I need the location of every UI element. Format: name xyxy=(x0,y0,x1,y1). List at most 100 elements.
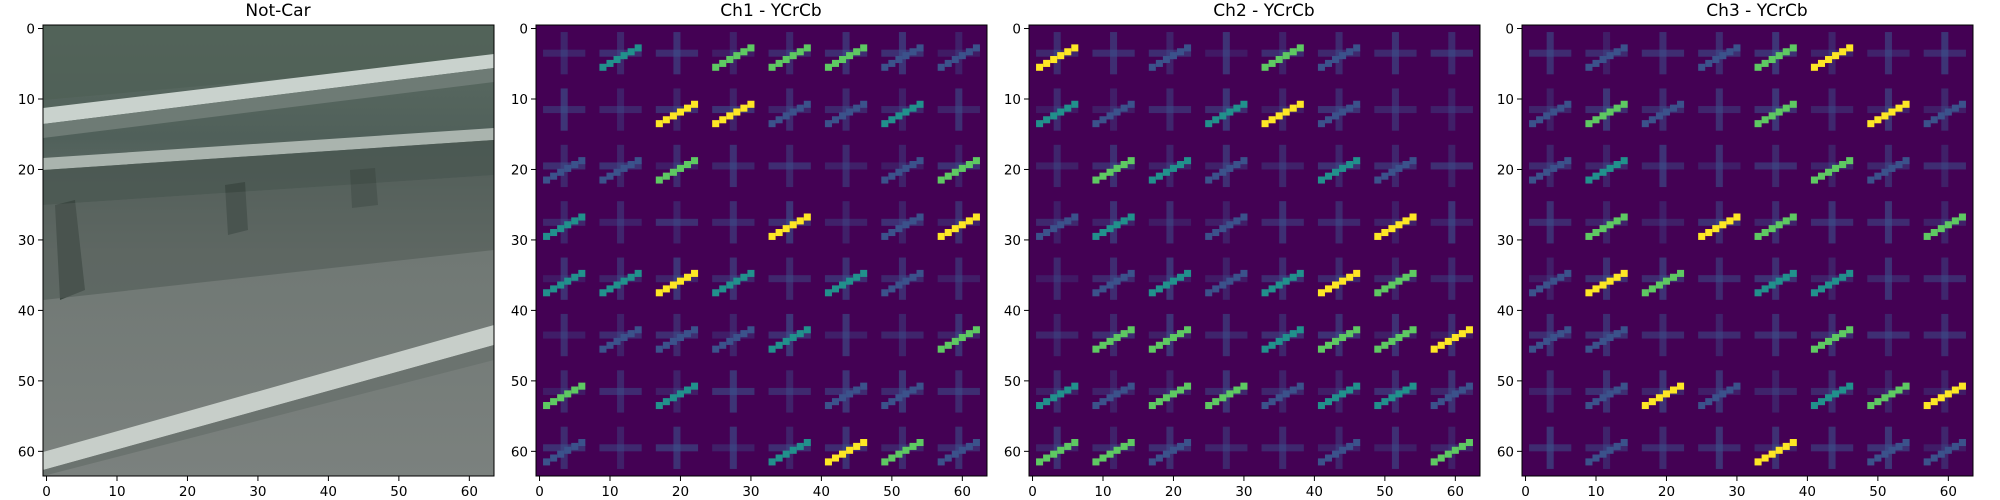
hog-cell-mark xyxy=(1430,106,1473,114)
hog-cell-mark xyxy=(1677,100,1685,108)
hog-cell-mark xyxy=(1324,285,1333,293)
hog-cell-mark xyxy=(1698,63,1706,71)
hog-cell-mark xyxy=(1839,386,1847,394)
hog-cell-mark xyxy=(1754,458,1762,466)
hog-cell-mark xyxy=(881,120,889,128)
hog-cell-mark xyxy=(937,106,980,114)
hog-cell-mark xyxy=(1839,273,1847,281)
hog-cell-mark xyxy=(1162,168,1170,176)
hog-cell-mark xyxy=(627,330,635,338)
hog-cell-mark xyxy=(1162,281,1170,289)
hog-cell-mark xyxy=(1233,386,1241,394)
hog-cell-mark xyxy=(1641,289,1649,297)
hog-cell-mark xyxy=(557,281,565,289)
hog-cell-mark xyxy=(1775,446,1783,454)
hog-cell-mark xyxy=(1867,331,1910,339)
hog-cell-mark xyxy=(627,273,635,281)
hog-cell-mark xyxy=(1148,402,1156,410)
hog-cell-mark xyxy=(768,120,776,128)
hog-cell-mark xyxy=(1775,108,1783,116)
hog-cell-mark xyxy=(1641,444,1685,452)
hog-cell-mark xyxy=(909,273,917,281)
hog-cell-mark xyxy=(831,116,840,124)
hog-cell-mark xyxy=(1120,386,1128,394)
hog-cell-mark xyxy=(1402,161,1410,169)
hog-cell-mark xyxy=(1529,289,1537,297)
hog-cell-mark xyxy=(543,176,551,184)
hog-cell-mark xyxy=(1923,275,1966,283)
hog-cell-mark xyxy=(1846,157,1854,165)
hog-cell-mark xyxy=(1176,48,1185,56)
x-tick-label: 0 xyxy=(1028,484,1037,500)
panel-ch2: Ch2 - YCrCb 0 10 20 30 40 50 60 0 10 20 30 40 50 60 xyxy=(1004,1,1481,500)
hog-cell-mark xyxy=(1113,277,1121,285)
hog-cell-mark xyxy=(1888,164,1896,172)
hog-cell-mark xyxy=(1620,213,1628,221)
hog-cell-mark xyxy=(691,269,699,277)
hog-cell-mark xyxy=(1726,217,1734,225)
hog-cell-mark xyxy=(557,168,565,176)
hog-cell-mark xyxy=(1761,229,1769,237)
x-tick-label: 40 xyxy=(320,484,337,500)
hog-cell-mark xyxy=(571,161,579,169)
x-tick-label: 20 xyxy=(1658,484,1675,500)
hog-cell-mark xyxy=(916,269,924,277)
hog-cell-mark xyxy=(944,59,952,67)
x-tick-label: 60 xyxy=(461,484,478,500)
hog-cell-mark xyxy=(1381,341,1389,349)
hog-cell-mark xyxy=(1669,386,1678,394)
hog-cell-mark xyxy=(1754,63,1762,71)
hog-cell-mark xyxy=(1599,450,1607,458)
hog-cell-mark xyxy=(1789,100,1797,108)
hog-cell-mark xyxy=(1550,108,1558,116)
hog-cell-mark xyxy=(831,285,840,293)
hog-cell-mark xyxy=(1296,44,1304,52)
hog-cell-mark xyxy=(1317,345,1325,353)
hog-cell-mark xyxy=(1881,450,1889,458)
x-tick-label: 20 xyxy=(1165,484,1182,500)
hog-cell-mark xyxy=(1458,442,1466,450)
hog-cell-mark xyxy=(909,104,917,112)
hog-cell-mark xyxy=(881,402,889,410)
hog-cell-mark xyxy=(1536,341,1544,349)
hog-cell-mark xyxy=(775,229,783,237)
hog-cell-mark xyxy=(1409,382,1417,390)
hog-cell-mark xyxy=(1169,334,1177,342)
hog-cell-mark xyxy=(824,63,832,71)
hog-cell-mark xyxy=(1176,442,1185,450)
hog-cell-mark xyxy=(571,386,579,394)
y-tick-label: 50 xyxy=(511,374,528,390)
hog-cell-mark xyxy=(1726,48,1734,56)
hog-cell-mark xyxy=(909,161,917,169)
hog-cell-mark xyxy=(1874,172,1882,180)
hog-cell-mark xyxy=(543,49,586,57)
hog-cell-mark xyxy=(712,345,720,353)
hog-cell-mark xyxy=(1606,221,1614,229)
hog-cell-mark xyxy=(1448,257,1456,300)
hog-cell-mark xyxy=(1127,157,1135,165)
hog-cell-mark xyxy=(560,88,568,131)
hog-cell-mark xyxy=(1332,168,1340,176)
hog-cell-mark xyxy=(1120,104,1128,112)
hog-cell-mark xyxy=(557,450,565,458)
hog-cell-mark xyxy=(1613,48,1621,56)
hog-cell-mark xyxy=(1444,450,1452,458)
hog-cell-mark xyxy=(1113,334,1121,342)
y-tick-label: 60 xyxy=(1004,444,1021,460)
hog-cell-mark xyxy=(951,56,959,64)
hog-cell-mark xyxy=(1888,446,1896,454)
hog-cell-mark xyxy=(1782,104,1790,112)
hog-cell-mark xyxy=(1564,326,1572,334)
hog-cell-mark xyxy=(1169,164,1177,172)
hog-cell-mark xyxy=(1884,32,1892,75)
hog-cell-mark xyxy=(543,402,551,410)
hog-cell-mark xyxy=(1944,221,1952,229)
hog-cell-mark xyxy=(796,104,804,112)
hog-cell-mark xyxy=(958,164,966,172)
hog-heatmap-ch1 xyxy=(535,24,988,477)
hog-cell-mark xyxy=(1951,104,1959,112)
hog-cell-mark xyxy=(1930,398,1938,406)
hog-cell-mark xyxy=(683,161,692,169)
hog-cell-mark xyxy=(1092,402,1100,410)
hog-cell-mark xyxy=(1719,390,1727,398)
